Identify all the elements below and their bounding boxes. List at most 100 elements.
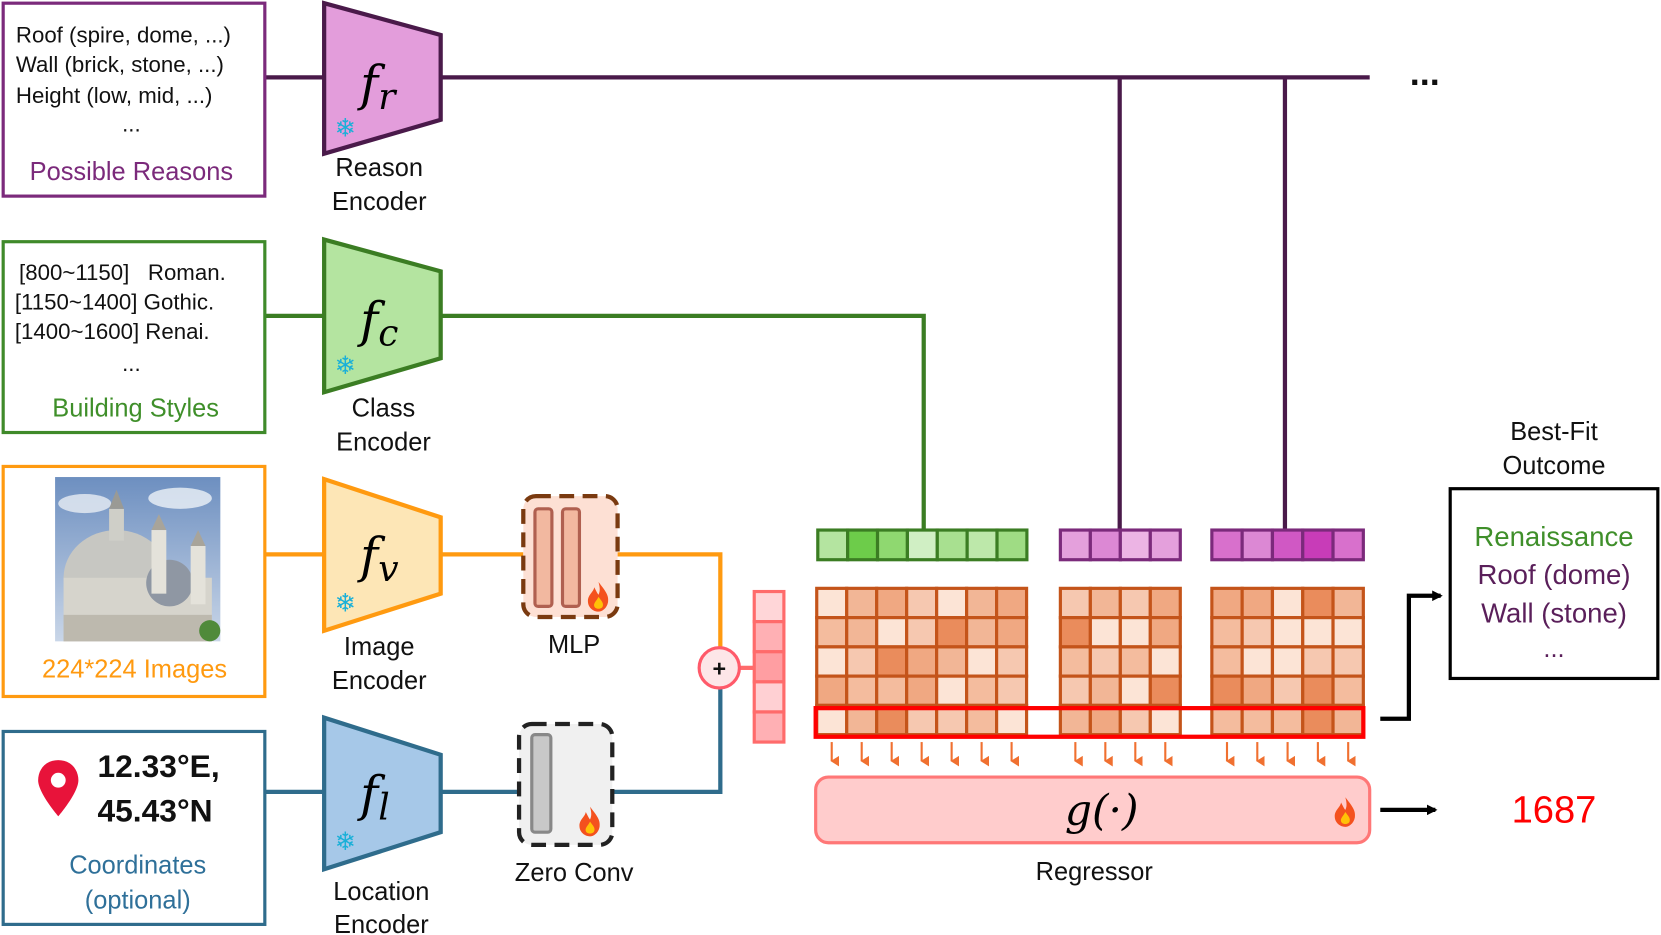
- outcome-reason: Wall (stone): [1481, 597, 1627, 628]
- grid-cell: [1118, 616, 1152, 649]
- grid-cell: [815, 586, 849, 620]
- reason-line: Roof (spire, dome, ...): [16, 22, 231, 47]
- zero-conv-label: Zero Conv: [515, 859, 634, 887]
- reason-token-cell: [1058, 528, 1092, 562]
- grid-cell: [1210, 586, 1244, 620]
- outcome-ellipsis: ...: [1543, 635, 1564, 663]
- longitude: 12.33°E,: [97, 748, 219, 784]
- grid-cell: [1088, 674, 1122, 707]
- grid-cell: [1240, 616, 1275, 649]
- grid-cell: [875, 674, 909, 707]
- grid-cell: [1240, 674, 1275, 707]
- image-line: [617, 552, 723, 648]
- vector-cell: [752, 680, 786, 714]
- mlp-block: MLP: [521, 494, 620, 659]
- grid-cell: [815, 674, 849, 707]
- encoder-subscript: r: [378, 77, 397, 118]
- grid-cell: [1331, 674, 1365, 707]
- regressor-formula: g(·): [1065, 786, 1139, 835]
- grid-cell: [875, 586, 909, 620]
- location-encoder: fl ❄ Location Encoder: [322, 714, 443, 935]
- coordinates-caption: Coordinates: [69, 852, 206, 880]
- outcome-title: Best-Fit: [1510, 418, 1598, 446]
- grid-cell: [1058, 616, 1092, 649]
- map-pin-icon: [38, 760, 79, 817]
- grid-cell: [1210, 616, 1244, 649]
- grid-cell: [1118, 674, 1152, 707]
- grid-cell: [1148, 616, 1182, 649]
- snowflake-icon: ❄: [335, 115, 356, 143]
- encoder-label: Encoder: [332, 667, 427, 695]
- style-ellipsis: ...: [122, 351, 141, 376]
- grid-cell: [905, 674, 939, 707]
- style-line: [1400~1600] Renai.: [15, 319, 210, 344]
- reason-token-cell: [1118, 528, 1152, 562]
- grid-cell: [1148, 586, 1182, 620]
- fused-feature-vector: [752, 589, 786, 744]
- grid-cell: [1331, 645, 1365, 678]
- possible-reasons-box: Roof (spire, dome, ...) Wall (brick, sto…: [1, 1, 267, 198]
- reason-line: Height (low, mid, ...): [16, 83, 213, 108]
- class-token-cell: [905, 528, 939, 562]
- class-token-cell: [935, 528, 969, 562]
- grid-cell: [1118, 645, 1152, 678]
- reason-ellipsis: ...: [122, 111, 141, 136]
- church-photo: [55, 477, 221, 642]
- grid-cell: [905, 616, 939, 649]
- coordinates-optional: (optional): [85, 886, 191, 914]
- grid-cell: [1301, 586, 1335, 620]
- predicted-year: 1687: [1512, 789, 1597, 832]
- grid-cell: [1301, 616, 1335, 649]
- reason-token-cell: [1210, 528, 1244, 562]
- reason-token-cell: [1240, 528, 1275, 562]
- grid-cell: [1118, 586, 1152, 620]
- encoder-label: Encoder: [334, 911, 429, 935]
- grid-cell: [1088, 645, 1122, 678]
- add-node: +: [697, 646, 741, 690]
- class-line: [440, 313, 926, 531]
- plus-icon: +: [712, 655, 726, 681]
- encoder-label: Image: [344, 633, 415, 661]
- outcome-title: Outcome: [1502, 452, 1605, 480]
- grid-cell: [965, 586, 999, 620]
- grid-cell: [875, 616, 909, 649]
- grid-cell: [1058, 645, 1092, 678]
- encoder-label: Encoder: [336, 429, 431, 457]
- grid-cell: [935, 586, 969, 620]
- vector-cell: [752, 620, 786, 654]
- image-encoder: fv ❄ Image Encoder: [322, 476, 443, 695]
- class-encoder: fc ❄ Class Encoder: [322, 236, 443, 457]
- grid-cell: [905, 586, 939, 620]
- regressor-label: Regressor: [1036, 858, 1154, 886]
- style-line: [1150~1400] Gothic.: [15, 290, 214, 315]
- grid-cell: [935, 616, 969, 649]
- grid-cell: [845, 645, 879, 678]
- snowflake-icon: ❄: [335, 590, 356, 618]
- grid-cell: [1058, 674, 1092, 707]
- reason-token-cell: [1148, 528, 1182, 562]
- class-token-cell: [846, 528, 880, 562]
- grid-cell: [1270, 616, 1305, 649]
- style-line: [800~1150] Roman.: [19, 260, 226, 285]
- grid-cell: [965, 674, 999, 707]
- class-token-cell: [995, 528, 1029, 562]
- grid-cell: [965, 616, 999, 649]
- building-styles-box: [800~1150] Roman. [1150~1400] Gothic. [1…: [1, 240, 267, 435]
- text-embeddings: [816, 528, 1365, 562]
- grid-cell: [905, 645, 939, 678]
- grid-cell: [1240, 645, 1275, 678]
- mlp-label: MLP: [548, 631, 600, 659]
- class-token-cell: [875, 528, 909, 562]
- snowflake-icon: ❄: [335, 828, 356, 856]
- encoder-label: Reason: [335, 154, 423, 182]
- encoder-label: Class: [352, 395, 416, 423]
- grid-cell: [845, 674, 879, 707]
- vector-cell: [752, 710, 786, 744]
- outcome-style: Renaissance: [1474, 521, 1633, 552]
- grid-cell: [815, 616, 849, 649]
- outcome-arrow: [1380, 590, 1443, 721]
- images-caption: 224*224 Images: [42, 655, 227, 683]
- grid-cell: [1240, 586, 1275, 620]
- down-arrows: [830, 742, 1356, 767]
- grid-cell: [995, 645, 1029, 678]
